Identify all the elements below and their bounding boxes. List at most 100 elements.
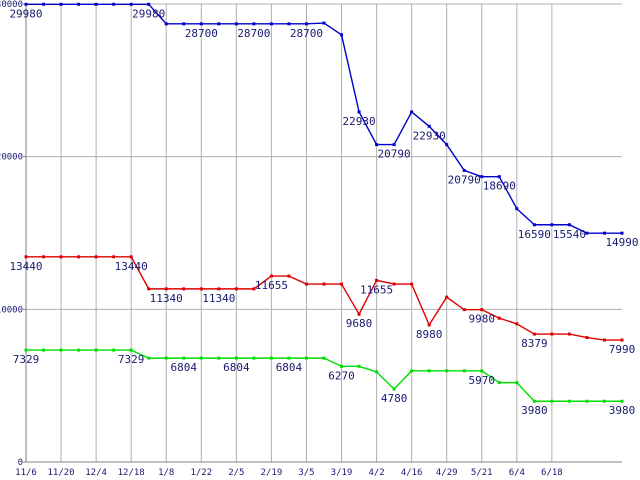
- data-point-marker: [340, 364, 344, 368]
- data-point-marker: [340, 282, 344, 286]
- x-tick-label: 1/22: [190, 468, 212, 478]
- data-point-value-label: 6270: [328, 369, 355, 382]
- data-point-marker: [287, 22, 291, 26]
- data-point-marker: [410, 282, 414, 286]
- data-point-marker: [234, 287, 238, 291]
- data-point-marker: [252, 287, 256, 291]
- data-point-marker: [567, 332, 571, 336]
- data-point-marker: [462, 168, 466, 172]
- data-point-marker: [304, 22, 308, 26]
- data-point-marker: [567, 223, 571, 227]
- data-point-marker: [24, 348, 28, 352]
- data-point-marker: [515, 322, 519, 326]
- data-point-marker: [427, 369, 431, 373]
- data-point-marker: [462, 308, 466, 312]
- data-point-value-label: 18690: [483, 180, 516, 193]
- data-point-value-label: 7329: [118, 353, 145, 366]
- data-point-marker: [550, 399, 554, 403]
- data-point-marker: [445, 295, 449, 299]
- data-point-value-label: 8379: [521, 337, 548, 350]
- y-tick-label: 10000: [0, 305, 23, 315]
- data-point-marker: [480, 308, 484, 312]
- data-point-marker: [515, 381, 519, 385]
- data-point-value-label: 14990: [605, 236, 638, 249]
- data-point-marker: [269, 356, 273, 360]
- data-point-value-label: 13440: [9, 260, 42, 273]
- data-point-marker: [112, 348, 116, 352]
- data-point-marker: [322, 282, 326, 286]
- data-point-marker: [445, 143, 449, 147]
- x-axis-tick-labels: 11/6 11/20 12/4 12/18 1/8 1/22 2/5 2/19 3/5 3/19 4…: [15, 468, 563, 478]
- data-point-marker: [602, 338, 606, 342]
- data-point-marker: [59, 2, 63, 6]
- data-point-value-label: 11340: [150, 292, 183, 305]
- data-point-value-label: 3980: [609, 404, 636, 417]
- data-point-marker: [24, 2, 28, 6]
- data-point-value-label: 4780: [381, 392, 408, 405]
- data-point-marker: [77, 348, 81, 352]
- x-tick-label: 6/18: [541, 468, 563, 478]
- x-tick-label: 1/8: [158, 468, 174, 478]
- data-point-value-label: 22930: [413, 129, 446, 142]
- x-tick-label: 4/16: [401, 468, 423, 478]
- data-point-marker: [620, 338, 624, 342]
- data-point-marker: [217, 22, 221, 26]
- data-point-marker: [42, 348, 46, 352]
- data-point-value-label: 6804: [223, 361, 250, 374]
- data-point-marker: [497, 175, 501, 179]
- data-point-marker: [42, 255, 46, 259]
- y-tick-label: 0: [18, 458, 23, 468]
- data-point-marker: [462, 369, 466, 373]
- x-tick-label: 5/21: [471, 468, 493, 478]
- data-point-marker: [392, 387, 396, 391]
- data-series-layer: [24, 2, 624, 403]
- data-point-marker: [550, 332, 554, 336]
- data-point-marker: [164, 356, 168, 360]
- data-point-marker: [620, 399, 624, 403]
- y-tick-label: 30000: [0, 0, 23, 10]
- data-point-marker: [532, 332, 536, 336]
- data-point-marker: [322, 21, 326, 25]
- data-point-marker: [340, 33, 344, 37]
- data-point-marker: [252, 356, 256, 360]
- data-point-marker: [410, 110, 414, 114]
- data-point-marker: [59, 255, 63, 259]
- data-point-value-label: 29980: [9, 7, 42, 20]
- data-point-marker: [217, 287, 221, 291]
- data-point-marker: [410, 369, 414, 373]
- data-point-value-label: 7990: [609, 343, 636, 356]
- data-point-marker: [234, 22, 238, 26]
- data-point-marker: [357, 312, 361, 316]
- data-point-marker: [515, 207, 519, 211]
- data-point-value-label: 28700: [290, 27, 323, 40]
- data-point-marker: [427, 124, 431, 128]
- data-point-marker: [199, 22, 203, 26]
- data-point-marker: [497, 381, 501, 385]
- data-point-marker: [532, 223, 536, 227]
- data-point-marker: [375, 278, 379, 282]
- data-point-marker: [602, 231, 606, 235]
- x-tick-label: 4/2: [368, 468, 384, 478]
- data-point-value-label: 8980: [416, 328, 443, 341]
- data-point-marker: [94, 348, 98, 352]
- data-point-marker: [585, 231, 589, 235]
- data-point-value-label: 16590: [518, 228, 551, 241]
- y-tick-label: 20000: [0, 153, 23, 163]
- x-tick-label: 6/4: [509, 468, 525, 478]
- data-point-marker: [42, 2, 46, 6]
- data-point-value-label: 29980: [132, 7, 165, 20]
- data-point-marker: [602, 399, 606, 403]
- data-point-marker: [182, 287, 186, 291]
- x-tick-label: 12/4: [85, 468, 107, 478]
- data-point-marker: [112, 255, 116, 259]
- data-point-value-label: 11340: [202, 292, 235, 305]
- data-point-value-label: 6804: [171, 361, 198, 374]
- data-point-marker: [287, 356, 291, 360]
- data-point-value-label: 7329: [13, 353, 40, 366]
- data-point-marker: [147, 2, 151, 6]
- y-axis-tick-labels: 0 10000 20000 30000: [0, 0, 23, 468]
- x-tick-label: 2/5: [228, 468, 244, 478]
- data-point-marker: [304, 356, 308, 360]
